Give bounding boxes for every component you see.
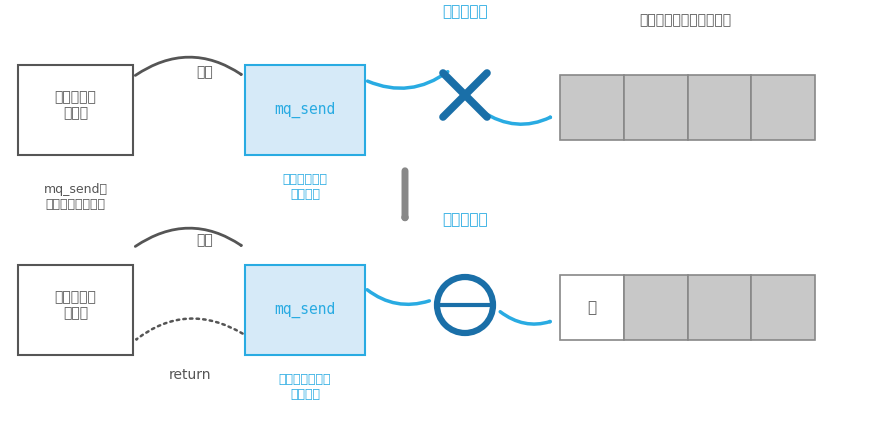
Text: return: return — [169, 368, 211, 382]
FancyArrowPatch shape — [368, 290, 430, 304]
Text: 空きができる
まで待機: 空きができる まで待機 — [283, 173, 327, 201]
Text: メッセージキューが満杯: メッセージキューが満杯 — [639, 13, 732, 27]
Text: 実行: 実行 — [197, 65, 214, 79]
Text: 呼び出し元
の関数: 呼び出し元 の関数 — [54, 290, 96, 320]
Text: エンキューして
関数終了: エンキューして 関数終了 — [279, 373, 332, 401]
Text: mq_sendが
完了するまで待機: mq_sendが 完了するまで待機 — [44, 183, 108, 211]
FancyBboxPatch shape — [245, 265, 365, 355]
Text: エンキュー: エンキュー — [442, 4, 488, 19]
Text: 実行: 実行 — [197, 233, 214, 247]
FancyBboxPatch shape — [688, 75, 752, 140]
FancyBboxPatch shape — [752, 75, 815, 140]
FancyBboxPatch shape — [560, 275, 624, 340]
FancyBboxPatch shape — [245, 65, 365, 155]
Text: 空: 空 — [587, 300, 597, 315]
FancyArrowPatch shape — [136, 228, 242, 246]
Text: mq_send: mq_send — [275, 102, 336, 118]
FancyBboxPatch shape — [18, 265, 133, 355]
FancyBboxPatch shape — [624, 275, 688, 340]
FancyArrowPatch shape — [368, 72, 448, 88]
FancyBboxPatch shape — [18, 65, 133, 155]
FancyArrowPatch shape — [500, 312, 550, 324]
FancyArrowPatch shape — [136, 319, 242, 339]
FancyArrowPatch shape — [482, 111, 550, 124]
FancyArrowPatch shape — [136, 57, 242, 75]
FancyBboxPatch shape — [688, 275, 752, 340]
Text: 呼び出し元
の関数: 呼び出し元 の関数 — [54, 90, 96, 120]
Text: mq_send: mq_send — [275, 302, 336, 318]
FancyBboxPatch shape — [560, 75, 624, 140]
Circle shape — [437, 277, 493, 333]
FancyBboxPatch shape — [624, 75, 688, 140]
FancyBboxPatch shape — [752, 275, 815, 340]
Text: エンキュー: エンキュー — [442, 212, 488, 227]
